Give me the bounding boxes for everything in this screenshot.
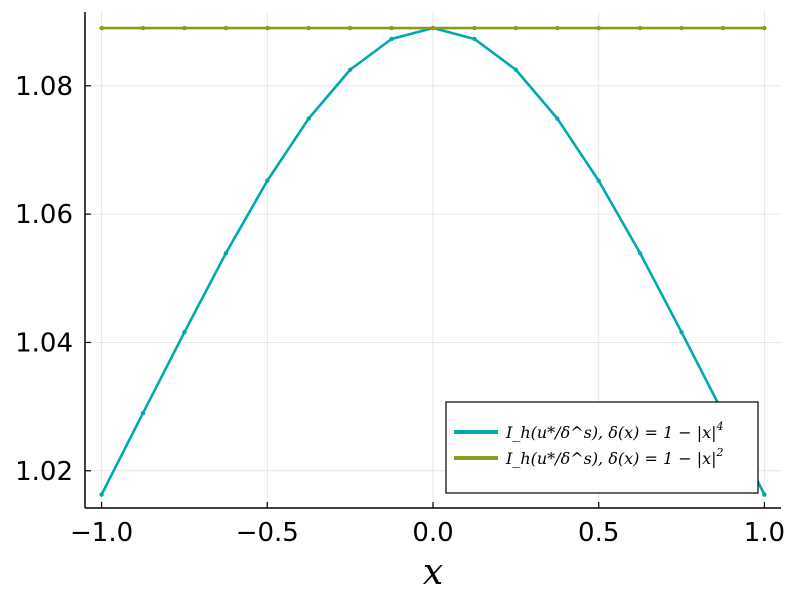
series-0-point-11 bbox=[555, 116, 560, 121]
series-0-point-7 bbox=[389, 36, 394, 42]
series-1-point-8 bbox=[430, 25, 436, 31]
grid bbox=[85, 12, 781, 508]
series-0-point-0 bbox=[99, 492, 104, 497]
plot-lines bbox=[99, 25, 767, 497]
x-tick-label-1: −0.5 bbox=[236, 518, 299, 548]
y-tick-label-1: 1.04 bbox=[15, 328, 73, 358]
series-1-point-9 bbox=[472, 25, 477, 31]
series-1-point-6 bbox=[347, 25, 353, 31]
series-0-point-2 bbox=[182, 329, 187, 335]
x-axis-title: x bbox=[423, 552, 443, 593]
legend-label-0: I_h(u*/δ^s), δ(x) = 1 − |x|4 bbox=[505, 420, 724, 442]
series-0-point-14 bbox=[679, 329, 684, 335]
y-tick-label-3: 1.08 bbox=[15, 72, 73, 102]
series-0-point-3 bbox=[223, 251, 229, 256]
series-0-point-12 bbox=[596, 178, 601, 183]
series-1-point-12 bbox=[596, 25, 601, 31]
legend: I_h(u*/δ^s), δ(x) = 1 − |x|4 I_h(u*/δ^s),… bbox=[445, 401, 759, 494]
y-tick-label-0: 1.02 bbox=[15, 457, 73, 487]
series-0-point-6 bbox=[347, 67, 353, 72]
series-0-point-5 bbox=[306, 116, 311, 121]
x-tick-label-0: −1.0 bbox=[70, 518, 133, 548]
series-1-point-11 bbox=[555, 25, 560, 31]
series-0-point-13 bbox=[637, 251, 643, 256]
series-1-point-0 bbox=[99, 25, 104, 31]
series-1-point-2 bbox=[182, 25, 187, 31]
series-0-point-10 bbox=[513, 67, 519, 72]
legend-exponent-0: 4 bbox=[716, 420, 724, 433]
y-tick-label-2: 1.06 bbox=[15, 200, 73, 230]
series-1-point-14 bbox=[679, 25, 684, 31]
ticks: −1.0 −0.5 0.0 0.5 1.0 1.02 1.04 1.06 1.08 bbox=[15, 72, 785, 548]
x-tick-label-3: 0.5 bbox=[578, 518, 619, 548]
x-tick-label-2: 0.0 bbox=[412, 518, 453, 548]
legend-box bbox=[445, 401, 759, 494]
series-1-point-13 bbox=[637, 25, 643, 31]
legend-exponent-1: 2 bbox=[716, 446, 724, 459]
series-1-point-16 bbox=[762, 25, 767, 31]
series-0-point-4 bbox=[265, 178, 270, 183]
series-0-point-1 bbox=[140, 410, 146, 416]
series-0-point-9 bbox=[472, 36, 477, 42]
series-1-point-3 bbox=[223, 25, 229, 31]
series-1-point-4 bbox=[265, 25, 270, 31]
series-1-point-7 bbox=[389, 25, 394, 31]
legend-label-1: I_h(u*/δ^s), δ(x) = 1 − |x|2 bbox=[505, 446, 724, 468]
series-1-point-10 bbox=[513, 25, 519, 31]
series-0-point-16 bbox=[762, 492, 767, 497]
series-1-point-1 bbox=[140, 25, 146, 31]
x-tick-label-4: 1.0 bbox=[744, 518, 785, 548]
series-1-point-5 bbox=[306, 25, 311, 31]
series-1-point-15 bbox=[720, 25, 726, 31]
